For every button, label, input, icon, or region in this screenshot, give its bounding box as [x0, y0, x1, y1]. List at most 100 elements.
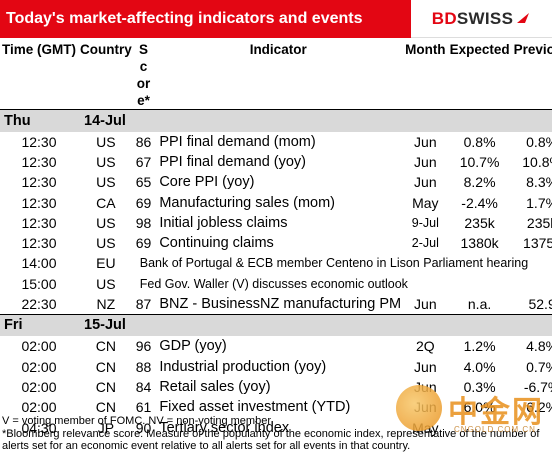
- bdswiss-logo: BDSWISS: [411, 0, 552, 38]
- cell-previous: 235k: [526, 214, 552, 231]
- cell-previous: 0.8%: [526, 133, 552, 150]
- table-row: 15:00 US Fed Gov. Waller (V) discusses eco…: [0, 274, 552, 294]
- cell-month: Jun: [403, 293, 448, 315]
- cell-month: Jun: [414, 358, 437, 375]
- cell-time: 12:30: [21, 235, 57, 252]
- cell-previous: -6.7%: [523, 378, 552, 395]
- cell-month: Jun: [414, 174, 437, 191]
- day-header-row: Thu 14-Jul: [0, 109, 552, 132]
- watermark-subtext: CNGOLD.COM.CN: [454, 425, 536, 434]
- cell-expected: 6.0%: [463, 399, 496, 416]
- footnotes: V = voting member of FOMC. NV = non-voti…: [2, 415, 550, 453]
- cell-expected: 0.8%: [463, 133, 496, 150]
- table-row: 14:00 EU Bank of Portugal & ECB member Cen…: [0, 253, 552, 273]
- cell-country: US: [96, 133, 116, 150]
- cell-score: 69: [135, 235, 152, 252]
- table-body: Thu 14-Jul 12:30 US 86 PPI final demand (mom)…: [0, 109, 552, 438]
- cell-country: EU: [96, 255, 116, 272]
- cell-country: US: [96, 214, 116, 231]
- cell-score: 90: [135, 419, 152, 436]
- cell-previous: 4.8%: [526, 338, 552, 355]
- day-header-row: Fri 15-Jul: [0, 313, 552, 337]
- cell-country: US: [96, 153, 116, 170]
- cell-expected: 235k: [464, 214, 495, 231]
- cell-country: CN: [95, 399, 116, 416]
- cell-indicator: Fixed asset investment (YTD): [159, 399, 351, 416]
- column-header-indicator: Indicator: [153, 38, 404, 110]
- cell-previous: 52.9: [511, 293, 552, 315]
- cell-country: CN: [95, 338, 116, 355]
- column-header-score: Score*: [133, 38, 154, 110]
- cell-score: 87: [133, 293, 154, 315]
- cell-month: Jun: [414, 153, 437, 170]
- page-title: Today's market-affecting indicators and …: [0, 0, 411, 38]
- cell-country: US: [96, 174, 116, 191]
- cell-time: 02:00: [21, 399, 57, 416]
- cell-score: 98: [135, 214, 152, 231]
- cell-indicator: BNZ - BusinessNZ manufacturing PM: [153, 293, 404, 315]
- watermark-logo: 中金网 CNGOLD.COM.CN: [396, 385, 552, 441]
- day-date: 15-Jul: [78, 313, 552, 337]
- table-row: 12:30 US 98 Initial jobless claims 9-Jul 235k…: [0, 213, 552, 233]
- table-row: 02:00 CN 96 GDP (yoy) 2Q 1.2% 4.8%: [0, 336, 552, 356]
- column-header-row: Time (GMT) Country Score* Indicator Mont…: [0, 38, 552, 110]
- cell-score: 96: [135, 338, 152, 355]
- cell-score: 84: [135, 378, 152, 395]
- cell-score: 65: [135, 174, 152, 191]
- column-header-month: Month: [403, 38, 448, 110]
- cell-month: May: [412, 194, 439, 211]
- cell-month: 2Q: [415, 338, 435, 355]
- column-header-previous: Previous: [511, 38, 552, 110]
- cell-time: 22:30: [0, 293, 78, 315]
- cell-expected: 8.2%: [463, 174, 496, 191]
- cell-indicator: Industrial production (yoy): [159, 358, 327, 375]
- cell-previous: 6.2%: [526, 399, 552, 416]
- cell-previous: 1.7%: [526, 194, 552, 211]
- cell-time: 12:30: [21, 214, 57, 231]
- cell-indicator: PPI final demand (yoy): [159, 153, 307, 170]
- cell-score: 67: [135, 153, 152, 170]
- header-bar: Today's market-affecting indicators and …: [0, 0, 552, 38]
- cell-previous: 1375k: [523, 235, 552, 252]
- cell-country: CN: [95, 358, 116, 375]
- cell-country: US: [96, 275, 116, 292]
- column-header-country: Country: [78, 38, 134, 110]
- cell-time: 02:00: [21, 378, 57, 395]
- table-row: 12:30 US 69 Continuing claims 2-Jul 1380k 1375…: [0, 233, 552, 253]
- cell-score: 88: [135, 358, 152, 375]
- cell-indicator: Tertiary sector index: [159, 419, 290, 436]
- table-row: 02:00 CN 88 Industrial production (yoy) Jun 4…: [0, 356, 552, 376]
- cell-indicator: Initial jobless claims: [159, 214, 288, 231]
- cell-time: 12:30: [21, 194, 57, 211]
- cell-indicator: Core PPI (yoy): [159, 174, 255, 191]
- watermark-coin-icon: [396, 385, 442, 431]
- cell-event: Fed Gov. Waller (V) discusses economic o…: [139, 276, 408, 291]
- table-row: 12:30 US 86 PPI final demand (mom) Jun 0.8% 0.…: [0, 132, 552, 152]
- cell-time: 12:30: [21, 133, 57, 150]
- cell-indicator: Retail sales (yoy): [159, 378, 271, 395]
- cell-country: CN: [95, 378, 116, 395]
- cell-time: 12:30: [21, 174, 57, 191]
- logo-text: BDSWISS: [432, 9, 513, 29]
- cell-indicator: Continuing claims: [159, 235, 274, 252]
- footnote-voting: V = voting member of FOMC. NV = non-voti…: [2, 415, 271, 427]
- cell-time: 12:30: [21, 153, 57, 170]
- footnote-relevance: *Bloomberg relevance score: Measure of t…: [2, 427, 540, 453]
- day-label: Thu: [0, 109, 78, 132]
- table-row: 12:30 US 67 PPI final demand (yoy) Jun 10.7% 1…: [0, 152, 552, 172]
- cell-expected: 4.0%: [463, 358, 496, 375]
- cell-previous: 0.7%: [526, 358, 552, 375]
- logo-part-swiss: SWISS: [456, 8, 514, 28]
- cell-score: 86: [135, 133, 152, 150]
- logo-swoosh-icon: [517, 12, 530, 23]
- cell-country: CA: [96, 194, 116, 211]
- column-header-expected: Expected: [447, 38, 512, 110]
- column-header-time: Time (GMT): [0, 38, 78, 110]
- cell-expected: 0.3%: [463, 378, 496, 395]
- cell-expected: 1380k: [460, 235, 499, 252]
- cell-time: 02:00: [21, 358, 57, 375]
- cell-expected: -2.4%: [461, 194, 498, 211]
- cell-expected: n.a.: [447, 293, 512, 315]
